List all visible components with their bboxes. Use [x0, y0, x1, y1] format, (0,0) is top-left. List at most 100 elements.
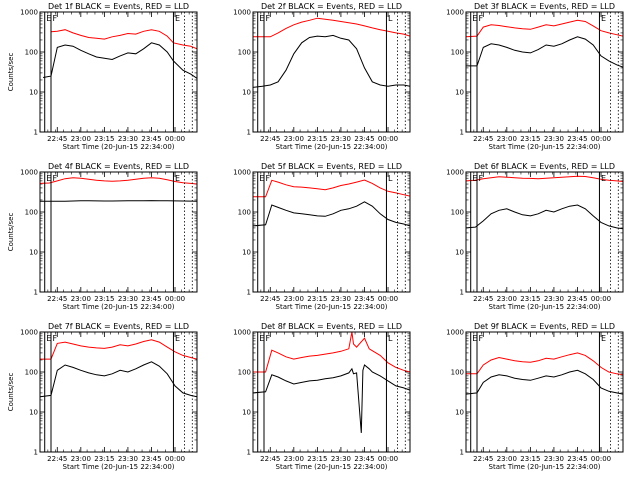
y-tick-label: 100 — [25, 209, 38, 217]
y-tick-label: 1 — [247, 129, 251, 137]
y-tick-label: 100 — [238, 209, 251, 217]
x-tick-label: 23:45 — [354, 135, 374, 143]
y-tick-label: 100 — [238, 49, 251, 57]
time-marker-label: E — [472, 14, 477, 23]
x-tick-label: 23:30 — [331, 455, 351, 463]
x-tick-label: 23:15 — [520, 455, 540, 463]
lld-series-line — [253, 17, 410, 38]
x-tick-label: 00:00 — [378, 455, 398, 463]
x-axis-label: Start Time (20-Jun-15 22:34:00) — [63, 143, 175, 151]
x-axis-label: Start Time (20-Jun-15 22:34:00) — [63, 463, 175, 471]
y-tick-label: 1 — [34, 289, 38, 297]
x-tick-label: 23:15 — [94, 295, 114, 303]
y-tick-label: 1000 — [20, 329, 38, 337]
x-tick-label: 23:15 — [307, 295, 327, 303]
panel-title: Det 3f BLACK = Events, RED = LLD — [474, 2, 615, 11]
x-tick-label: 22:45 — [47, 135, 67, 143]
y-tick-label: 100 — [25, 49, 38, 57]
x-tick-label: 22:45 — [473, 455, 493, 463]
time-marker-label: F — [265, 14, 270, 23]
time-marker-label: F — [52, 174, 57, 183]
x-axis-label: Start Time (20-Jun-15 22:34:00) — [276, 303, 388, 311]
plot-frame — [39, 331, 198, 453]
y-tick-label: 1 — [34, 129, 38, 137]
x-axis-label: Start Time (20-Jun-15 22:34:00) — [63, 303, 175, 311]
time-marker-label: F — [265, 334, 270, 343]
x-tick-label: 22:45 — [473, 295, 493, 303]
lld-series-line — [40, 177, 197, 185]
x-tick-label: 23:45 — [141, 295, 161, 303]
x-tick-label: 23:15 — [520, 135, 540, 143]
y-tick-label: 1000 — [446, 9, 464, 17]
plot-frame — [465, 331, 624, 453]
time-marker-label: E — [601, 14, 606, 23]
y-tick-label: 1000 — [233, 329, 251, 337]
y-tick-label: 10 — [29, 409, 38, 417]
y-tick-label: 1000 — [233, 169, 251, 177]
plot-frame — [465, 171, 624, 293]
x-tick-label: 23:00 — [497, 455, 517, 463]
x-tick-label: 23:30 — [544, 135, 564, 143]
time-marker-label: F — [52, 334, 57, 343]
time-marker-label: E — [472, 174, 477, 183]
y-tick-label: 1000 — [233, 9, 251, 17]
time-marker-label: E — [259, 334, 264, 343]
y-tick-label: 10 — [242, 249, 251, 257]
plot-frame — [252, 171, 411, 293]
x-tick-label: 23:00 — [71, 135, 91, 143]
time-marker-label: F — [478, 14, 483, 23]
plot-frame — [465, 11, 624, 133]
time-marker-label: L — [388, 14, 393, 23]
x-tick-label: 22:45 — [260, 455, 280, 463]
x-tick-label: 00:00 — [378, 295, 398, 303]
events-series-line — [466, 36, 623, 68]
x-axis-label: Start Time (20-Jun-15 22:34:00) — [276, 143, 388, 151]
y-tick-label: 100 — [451, 49, 464, 57]
x-tick-label: 00:00 — [165, 455, 185, 463]
y-tick-label: 10 — [455, 249, 464, 257]
y-axis-label: Counts/sec — [7, 53, 15, 92]
time-marker-label: E — [472, 334, 477, 343]
events-series-line — [466, 369, 623, 395]
x-tick-label: 23:45 — [141, 455, 161, 463]
lld-series-line — [50, 29, 197, 50]
lld-series-line — [253, 332, 410, 373]
y-tick-label: 10 — [29, 249, 38, 257]
y-tick-label: 1 — [34, 449, 38, 457]
panel-det-5: Det 5f BLACK = Events, RED = LLD 1 10 100 10… — [233, 162, 411, 311]
x-tick-label: 23:45 — [354, 295, 374, 303]
x-axis-label: Start Time (20-Jun-15 22:34:00) — [489, 303, 601, 311]
y-tick-label: 100 — [451, 209, 464, 217]
y-tick-label: 1000 — [20, 9, 38, 17]
panel-title: Det 6f BLACK = Events, RED = LLD — [474, 162, 615, 171]
x-tick-label: 23:00 — [284, 135, 304, 143]
y-tick-label: 10 — [242, 89, 251, 97]
time-marker-label: E — [46, 174, 51, 183]
x-tick-label: 00:00 — [165, 295, 185, 303]
time-marker-label: E — [175, 14, 180, 23]
panel-det-9: Det 9f BLACK = Events, RED = LLD 1 10 100 10… — [446, 322, 624, 471]
y-axis-label: Counts/sec — [7, 213, 15, 252]
plot-frame — [252, 331, 411, 453]
x-tick-label: 23:00 — [284, 295, 304, 303]
time-marker-label: E — [259, 174, 264, 183]
events-series-line — [40, 361, 197, 398]
x-tick-label: 23:30 — [118, 455, 138, 463]
panel-title: Det 7f BLACK = Events, RED = LLD — [48, 322, 189, 331]
x-tick-label: 23:00 — [71, 455, 91, 463]
time-marker-label: E — [175, 334, 180, 343]
events-series-line — [253, 34, 410, 88]
x-tick-label: 23:00 — [284, 455, 304, 463]
x-axis-label: Start Time (20-Jun-15 22:34:00) — [489, 463, 601, 471]
time-marker-label: F — [478, 334, 483, 343]
x-tick-label: 22:45 — [473, 135, 493, 143]
time-marker-label: E — [259, 14, 264, 23]
panel-det-4: Det 4f BLACK = Events, RED = LLD Counts/s… — [7, 162, 198, 311]
x-tick-label: 23:30 — [331, 135, 351, 143]
x-tick-label: 23:30 — [118, 135, 138, 143]
y-tick-label: 1 — [247, 449, 251, 457]
x-tick-label: 23:00 — [497, 135, 517, 143]
y-tick-label: 1000 — [446, 329, 464, 337]
panel-title: Det 2f BLACK = Events, RED = LLD — [261, 2, 402, 11]
